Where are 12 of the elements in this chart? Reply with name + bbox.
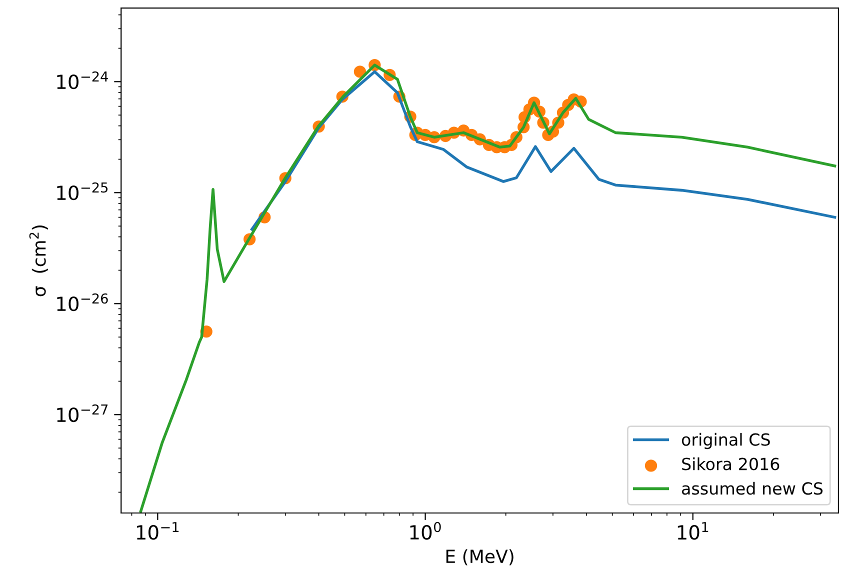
- legend-label: assumed new CS: [682, 482, 823, 495]
- y-tick-label: 10$^{−25}$: [57, 182, 108, 200]
- y-tick-label: 10$^{−24}$: [57, 71, 108, 90]
- x-axis-title: E (MeV): [446, 549, 514, 566]
- x-tick-label: 10$^{−1}$: [136, 522, 179, 540]
- y-tick-label: 10$^{−26}$: [57, 293, 108, 312]
- y-axis-title: σ (cm$^{2}$): [29, 226, 48, 296]
- x-tick-label: 10$^{1}$: [678, 522, 708, 540]
- legend-label: original CS: [682, 432, 770, 450]
- x-tick-label: 10$^{0}$: [410, 522, 441, 540]
- legend-label: Sikora 2016: [682, 457, 780, 470]
- y-tick-label: 10$^{−27}$: [57, 404, 108, 422]
